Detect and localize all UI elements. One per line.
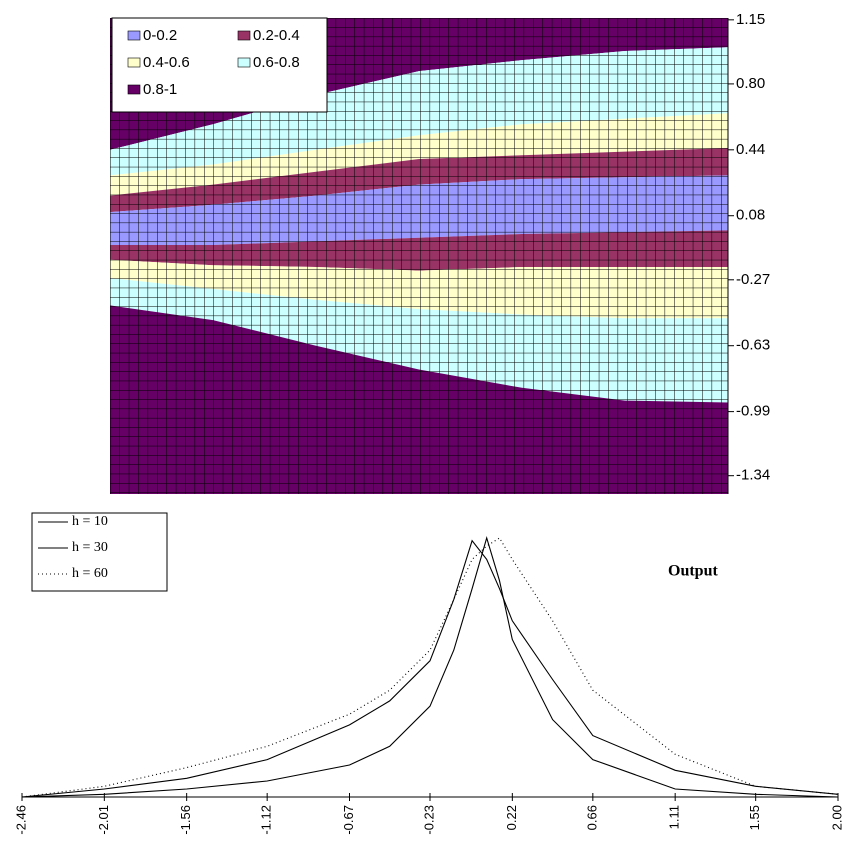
legend-box: [111, 17, 328, 113]
line-chart: -2.46 -2.01 -1.56 -1.12 -0.67 -0.23 0.22 0.66 1.…: [13, 512, 844, 835]
legend-label: h = 10: [72, 514, 108, 529]
y-tick-label: 0.08: [736, 207, 765, 224]
legend-label: 0.2-0.4: [253, 27, 300, 44]
x-tick-label: 2.00: [829, 805, 844, 830]
y-tick-label: 0.44: [736, 141, 765, 158]
legend-swatch: [127, 30, 141, 41]
x-tick-label: 0.22: [504, 805, 519, 830]
y-tick-label: -0.99: [736, 403, 770, 420]
legend-label: 0.4-0.6: [143, 54, 190, 71]
legend-swatch: [127, 57, 141, 68]
y-tick-label: -0.27: [736, 271, 770, 288]
x-tick-label: -0.23: [421, 805, 436, 835]
x-tick-label: -1.56: [178, 805, 193, 835]
series-line: [21, 539, 839, 798]
x-tick-label: 1.55: [747, 805, 762, 830]
legend-swatch: [237, 57, 251, 68]
legend-label: h = 30: [72, 540, 108, 555]
x-tick-label: -0.67: [341, 805, 356, 835]
x-tick-label: 1.11: [667, 805, 682, 829]
legend-swatch: [237, 30, 251, 41]
x-tick-label: 0.66: [584, 805, 599, 830]
y-tick-label: -0.63: [736, 337, 770, 354]
x-tick-label: -2.01: [96, 805, 111, 835]
legend-label: 0.6-0.8: [253, 54, 300, 71]
legend-label: 0.8-1: [143, 81, 177, 98]
y-tick-label: 0.80: [736, 75, 765, 92]
x-tick-label: -2.46: [13, 805, 28, 835]
y-tick-label: 1.15: [736, 11, 765, 28]
legend-label: 0-0.2: [143, 27, 177, 44]
series-line: [21, 536, 839, 798]
legend-box: [31, 512, 168, 592]
annotation: Output: [668, 563, 718, 580]
x-tick-label: -1.12: [259, 805, 274, 835]
contour-chart: 1.15 0.80 0.44 0.08 -0.27 -0.63 -0.99 -1.34 0-0.…: [110, 11, 770, 494]
legend-label: h = 60: [72, 566, 108, 581]
y-tick-label: -1.34: [736, 467, 770, 484]
legend-swatch: [127, 84, 141, 95]
